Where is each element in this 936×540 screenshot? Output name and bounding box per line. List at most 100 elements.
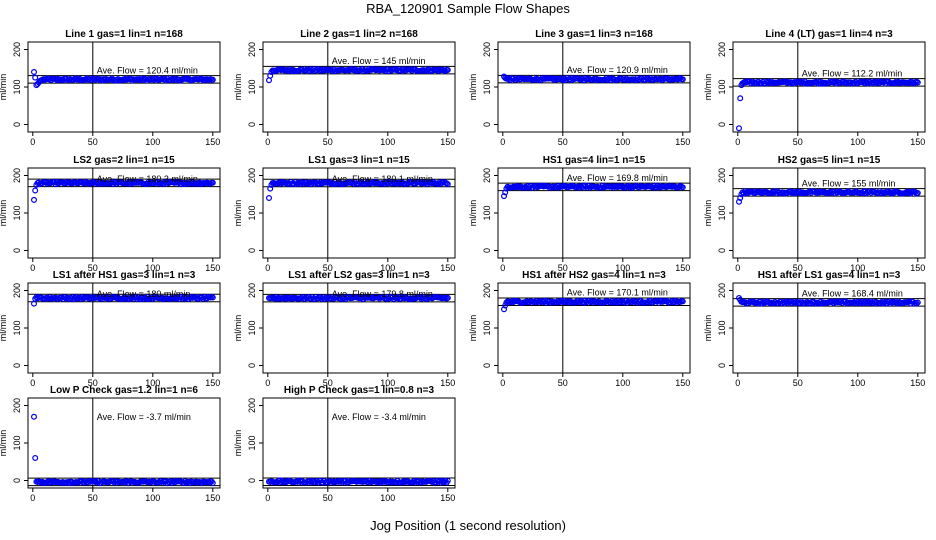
data-point bbox=[266, 195, 273, 202]
x-tick-label: 50 bbox=[558, 263, 568, 273]
data-point bbox=[32, 455, 39, 462]
data-point bbox=[441, 479, 448, 486]
x-tick-label: 0 bbox=[265, 137, 270, 147]
average-flow-label: Ave. Flow = 180 ml/min bbox=[97, 289, 191, 299]
y-tick-label: 100 bbox=[482, 205, 492, 220]
data-points bbox=[266, 66, 451, 84]
panel-title: HS2 gas=5 lin=1 n=15 bbox=[778, 155, 881, 166]
x-tick-label: 100 bbox=[145, 493, 160, 503]
x-tick-label: 50 bbox=[323, 378, 333, 388]
data-point bbox=[209, 76, 216, 83]
y-tick-label: 200 bbox=[247, 398, 257, 413]
y-tick-label: 100 bbox=[12, 79, 22, 94]
x-tick-label: 50 bbox=[88, 137, 98, 147]
figure-title: RBA_120901 Sample Flow Shapes bbox=[366, 1, 570, 16]
average-flow-label: Ave. Flow = 120.4 ml/min bbox=[97, 65, 198, 75]
x-tick-label: 150 bbox=[440, 378, 455, 388]
panel-title: HS1 after LS1 gas=4 lin=1 n=3 bbox=[758, 270, 901, 281]
x-tick-label: 50 bbox=[793, 137, 803, 147]
y-tick-label: 0 bbox=[717, 248, 727, 253]
average-flow-label: Ave. Flow = -3.4 ml/min bbox=[332, 412, 426, 422]
data-point bbox=[501, 306, 508, 313]
chart-panel-9: LS1 after HS1 gas=3 lin=1 n=3 ml/min 0 100 2… bbox=[0, 270, 221, 388]
data-point bbox=[679, 76, 686, 83]
y-tick-label: 200 bbox=[12, 42, 22, 57]
panel-title: Line 4 (LT) gas=1 lin=4 n=3 bbox=[765, 29, 893, 40]
y-tick-label: 0 bbox=[247, 478, 257, 483]
x-tick-label: 150 bbox=[205, 378, 220, 388]
average-flow-label: Ave. Flow = 179.8 ml/min bbox=[332, 289, 433, 299]
data-points bbox=[31, 413, 216, 487]
data-point bbox=[758, 300, 765, 307]
y-tick-label: 100 bbox=[12, 320, 22, 335]
y-tick-label: 200 bbox=[717, 42, 727, 57]
y-tick-label: 100 bbox=[482, 320, 492, 335]
x-tick-label: 50 bbox=[793, 263, 803, 273]
y-axis-label: ml/min bbox=[0, 315, 8, 342]
y-tick-label: 100 bbox=[717, 205, 727, 220]
x-tick-label: 100 bbox=[380, 493, 395, 503]
figure-x-axis-title: Jog Position (1 second resolution) bbox=[370, 518, 566, 533]
data-point bbox=[209, 294, 216, 301]
chart-panel-2: Line 2 gas=1 lin=2 n=168 ml/min 0 100 200 0 50… bbox=[233, 29, 456, 147]
x-tick-label: 100 bbox=[145, 378, 160, 388]
x-tick-label: 0 bbox=[500, 263, 505, 273]
x-tick-label: 50 bbox=[793, 378, 803, 388]
data-point bbox=[878, 190, 885, 197]
data-points bbox=[266, 178, 451, 202]
plot-frame bbox=[497, 41, 691, 133]
data-points bbox=[266, 293, 451, 303]
x-tick-label: 0 bbox=[30, 137, 35, 147]
panel-title: Line 2 gas=1 lin=2 n=168 bbox=[300, 29, 418, 40]
data-points bbox=[31, 68, 216, 89]
data-point bbox=[208, 478, 215, 485]
data-point bbox=[914, 189, 921, 196]
x-tick-label: 0 bbox=[30, 378, 35, 388]
x-tick-label: 0 bbox=[265, 493, 270, 503]
data-points bbox=[31, 178, 216, 203]
average-flow-label: Ave. Flow = 112.2 ml/min bbox=[802, 68, 902, 78]
x-tick-label: 100 bbox=[380, 137, 395, 147]
average-flow-label: Ave. Flow = 170.1 ml/min bbox=[567, 288, 668, 298]
data-point bbox=[209, 179, 216, 186]
x-tick-label: 50 bbox=[88, 263, 98, 273]
data-point bbox=[444, 477, 451, 484]
y-tick-label: 0 bbox=[717, 122, 727, 127]
data-point bbox=[501, 193, 508, 200]
average-flow-label: Ave. Flow = 180.1 ml/min bbox=[332, 174, 433, 184]
x-tick-label: 150 bbox=[205, 137, 220, 147]
y-axis-label: ml/min bbox=[233, 430, 243, 457]
data-point bbox=[913, 300, 920, 307]
average-flow-label: Ave. Flow = 145 ml/min bbox=[332, 56, 426, 66]
x-tick-label: 100 bbox=[615, 137, 630, 147]
average-flow-label: Ave. Flow = 180.3 ml/min bbox=[97, 174, 198, 184]
data-point bbox=[735, 125, 742, 132]
y-tick-label: 0 bbox=[12, 478, 22, 483]
x-tick-label: 0 bbox=[30, 263, 35, 273]
y-tick-label: 200 bbox=[482, 42, 492, 57]
x-tick-label: 0 bbox=[735, 378, 740, 388]
data-point bbox=[209, 479, 216, 486]
plot-frame bbox=[732, 41, 926, 133]
x-tick-label: 50 bbox=[323, 263, 333, 273]
chart-panel-5: LS2 gas=2 lin=1 n=15 ml/min 0 100 200 0 50 100 1… bbox=[0, 155, 221, 273]
data-points bbox=[31, 293, 216, 307]
y-tick-label: 200 bbox=[717, 283, 727, 298]
y-tick-label: 200 bbox=[247, 42, 257, 57]
y-tick-label: 0 bbox=[482, 248, 492, 253]
x-tick-label: 100 bbox=[145, 137, 160, 147]
panel-title: LS1 gas=3 lin=1 n=15 bbox=[308, 155, 410, 166]
y-tick-label: 0 bbox=[12, 363, 22, 368]
y-tick-label: 200 bbox=[12, 283, 22, 298]
data-points bbox=[266, 477, 451, 486]
y-tick-label: 100 bbox=[12, 435, 22, 450]
x-tick-label: 100 bbox=[850, 263, 865, 273]
x-tick-label: 0 bbox=[265, 263, 270, 273]
y-axis-label: ml/min bbox=[703, 315, 713, 342]
x-tick-label: 0 bbox=[735, 263, 740, 273]
data-points bbox=[735, 188, 921, 205]
y-tick-label: 0 bbox=[12, 248, 22, 253]
y-tick-label: 200 bbox=[247, 168, 257, 183]
y-tick-label: 0 bbox=[482, 122, 492, 127]
